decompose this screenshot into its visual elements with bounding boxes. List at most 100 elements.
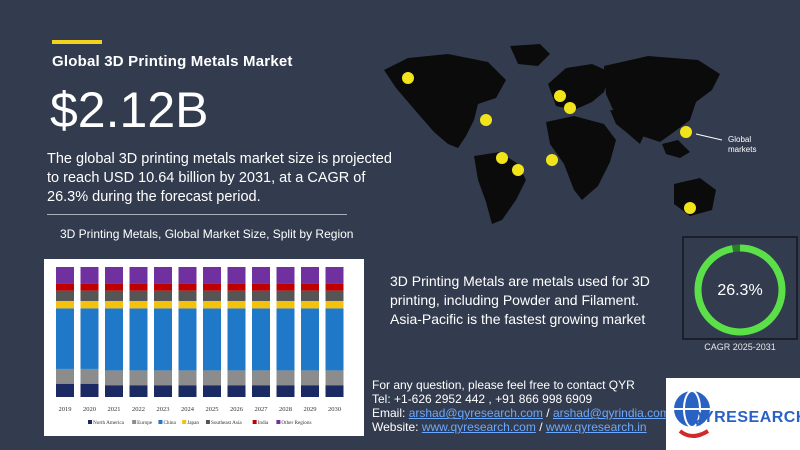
bar-segment-2020-0 bbox=[80, 383, 99, 397]
map-land bbox=[384, 44, 720, 224]
bar-segment-2021-6 bbox=[105, 267, 123, 284]
x-tick-label: 2019 bbox=[59, 406, 72, 413]
bar-segment-2029-0 bbox=[301, 385, 319, 397]
europe-shape bbox=[548, 64, 610, 110]
bar-segment-2027-2 bbox=[252, 308, 270, 371]
legend-swatch-4 bbox=[205, 420, 210, 424]
bar-segment-2027-6 bbox=[252, 267, 270, 284]
x-tick-label: 2028 bbox=[279, 406, 292, 413]
bar-segment-2019-5 bbox=[56, 283, 74, 291]
gauge-frame bbox=[682, 236, 798, 340]
bar-segment-2026-6 bbox=[227, 267, 246, 284]
website-link-2[interactable]: www.qyresearch.in bbox=[545, 420, 647, 434]
bar-segment-2025-4 bbox=[203, 290, 221, 301]
legend-label-4: Southeast Asia bbox=[211, 420, 242, 426]
greenland-shape bbox=[510, 44, 550, 66]
chart-panel: 2019 2020 2021 2022 2023 2024 2025 2026 2027 2028… bbox=[44, 259, 364, 436]
email-label: Email: bbox=[372, 406, 409, 420]
contact-tel: Tel: +1-626 2952 442 , +91 866 998 6909 bbox=[372, 392, 593, 406]
bar-segment-2022-4 bbox=[129, 290, 148, 301]
page-title: Global 3D Printing Metals Market bbox=[52, 53, 293, 70]
bar-segment-2023-1 bbox=[154, 370, 172, 386]
bar-segment-2019-1 bbox=[56, 368, 74, 384]
bar-segment-2020-3 bbox=[80, 300, 99, 309]
bar-segment-2029-6 bbox=[301, 267, 319, 284]
bar-segment-2019-0 bbox=[56, 383, 74, 397]
contact-intro: For any question, please feel free to co… bbox=[372, 378, 635, 392]
bar-segment-2019-6 bbox=[56, 267, 74, 284]
bar-segment-2020-6 bbox=[80, 267, 99, 284]
bar-segment-2025-0 bbox=[203, 385, 221, 397]
north-america-shape bbox=[384, 54, 506, 148]
bar-segment-2022-1 bbox=[129, 370, 148, 386]
email-link-2[interactable]: arshad@qyrindia.com bbox=[552, 406, 670, 420]
bar-segment-2024-3 bbox=[178, 300, 197, 309]
bar-segment-2021-5 bbox=[105, 283, 123, 291]
email-link-1[interactable]: arshad@qyresearch.com bbox=[408, 406, 543, 420]
map-markers bbox=[402, 72, 696, 214]
bar-segment-2021-3 bbox=[105, 300, 123, 309]
legend-label-6: Other Regions bbox=[281, 420, 311, 426]
bar-segment-2024-5 bbox=[178, 283, 197, 291]
x-tick-label: 2023 bbox=[157, 406, 170, 413]
accent-bar bbox=[52, 40, 102, 44]
bar-segment-2019-2 bbox=[56, 308, 74, 369]
bar-segment-2028-2 bbox=[276, 308, 295, 371]
bar-segment-2024-6 bbox=[178, 267, 197, 284]
arabia-india-shape bbox=[610, 110, 648, 144]
se-asia-shape bbox=[662, 140, 690, 158]
bar-segment-2022-6 bbox=[129, 267, 148, 284]
marker-north-america-east bbox=[480, 114, 492, 126]
x-tick-label: 2026 bbox=[230, 406, 244, 413]
divider bbox=[47, 214, 347, 215]
bar-segment-2028-1 bbox=[276, 370, 295, 386]
bar-segment-2026-1 bbox=[227, 370, 246, 386]
legend-label-3: Japan bbox=[187, 420, 199, 426]
marker-australia bbox=[684, 202, 696, 214]
marker-alaska bbox=[402, 72, 414, 84]
x-tick-label: 2029 bbox=[304, 406, 317, 413]
legend-label-0: North America bbox=[93, 420, 125, 426]
globe-icon bbox=[674, 390, 710, 438]
x-tick-label: 2027 bbox=[255, 406, 269, 413]
bar-segment-2029-1 bbox=[301, 370, 319, 386]
bar-segment-2026-3 bbox=[227, 300, 246, 309]
marker-europe-south bbox=[564, 102, 576, 114]
bar-segment-2022-3 bbox=[129, 300, 148, 309]
bar-segment-2029-2 bbox=[301, 308, 319, 371]
bar-segment-2022-0 bbox=[129, 385, 148, 397]
x-tick-label: 2025 bbox=[206, 406, 219, 413]
cagr-label: CAGR 2025-2031 bbox=[704, 342, 776, 352]
legend-swatch-0 bbox=[88, 420, 92, 424]
bar-segment-2029-5 bbox=[301, 283, 319, 291]
bar-segment-2025-1 bbox=[203, 370, 221, 386]
global-markets-pointer bbox=[695, 133, 723, 141]
legend-swatch-5 bbox=[252, 420, 257, 424]
asia-shape bbox=[604, 56, 720, 142]
bar-segment-2025-6 bbox=[203, 267, 221, 284]
bar-segment-2029-4 bbox=[301, 290, 319, 301]
bar-segment-2026-4 bbox=[227, 290, 246, 301]
legend-swatch-2 bbox=[158, 420, 163, 424]
market-description: The global 3D printing metals market siz… bbox=[47, 151, 392, 205]
bar-segment-2023-5 bbox=[154, 283, 172, 291]
x-tick-label: 2030 bbox=[328, 406, 341, 413]
bar-segment-2028-5 bbox=[276, 283, 295, 291]
africa-shape bbox=[546, 116, 616, 200]
bar-segment-2024-4 bbox=[178, 290, 197, 301]
marker-west-africa bbox=[546, 154, 558, 166]
bar-segment-2021-0 bbox=[105, 385, 123, 397]
bar-segment-2028-6 bbox=[276, 267, 295, 284]
bar-segment-2030-0 bbox=[325, 385, 344, 397]
x-tick-label: 2024 bbox=[181, 406, 195, 413]
bar-segment-2028-3 bbox=[276, 300, 295, 309]
x-tick-label: 2021 bbox=[108, 406, 121, 413]
contact-email-line: Email: arshad@qyresearch.com / arshad@qy… bbox=[372, 406, 670, 420]
bar-segment-2023-6 bbox=[154, 267, 172, 284]
website-label: Website: bbox=[372, 420, 422, 434]
bar-segment-2026-5 bbox=[227, 283, 246, 291]
bar-segment-2023-2 bbox=[154, 308, 172, 371]
bar-segment-2030-1 bbox=[325, 370, 344, 386]
bar-segment-2023-0 bbox=[154, 385, 172, 397]
website-link-1[interactable]: www.qyresearch.com bbox=[421, 420, 536, 434]
